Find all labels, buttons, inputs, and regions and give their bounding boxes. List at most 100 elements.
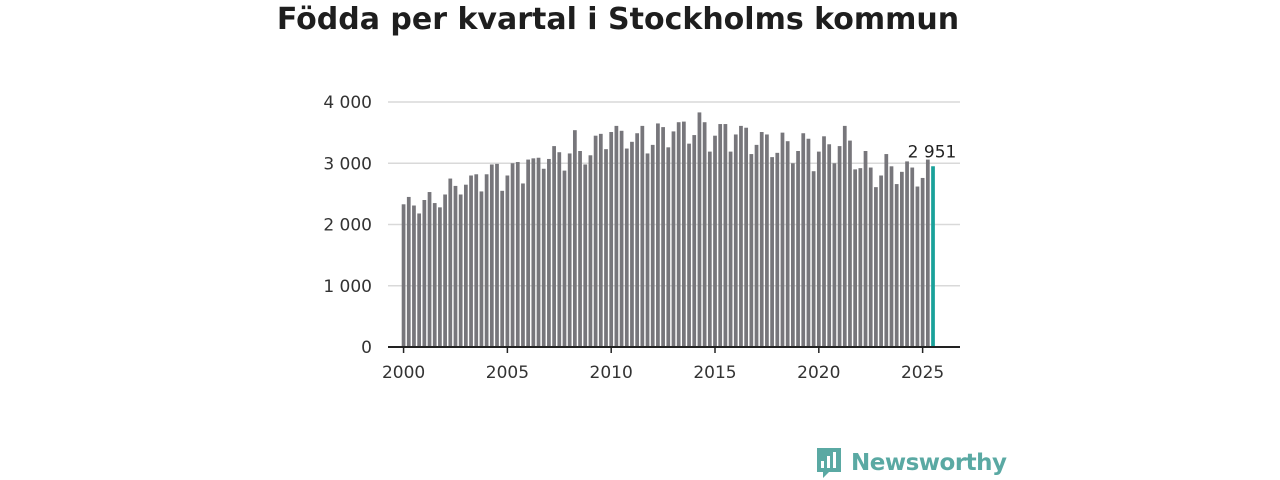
- bar: [422, 200, 427, 347]
- y-axis-labels: 0 1 000 2 000 3 000 4 000: [323, 93, 372, 358]
- bar: [707, 151, 712, 347]
- bar: [832, 163, 837, 347]
- bar: [697, 112, 702, 347]
- bar: [484, 174, 489, 347]
- bar: [469, 175, 473, 347]
- bar: [552, 146, 556, 347]
- bar: [723, 124, 728, 347]
- bar: [842, 125, 847, 347]
- bar: [666, 147, 671, 347]
- bar: [536, 157, 541, 347]
- bar: [765, 134, 769, 347]
- bar: [676, 122, 681, 348]
- bar: [785, 141, 790, 347]
- bar: [521, 183, 525, 347]
- bar: [567, 153, 572, 347]
- bar: [889, 166, 894, 347]
- bar-highlight: [931, 166, 935, 347]
- chart-title: Födda per kvartal i Stockholms kommun: [276, 2, 960, 37]
- bar: [661, 127, 665, 347]
- bar: [635, 133, 640, 347]
- bar: [713, 135, 717, 347]
- bar: [432, 203, 437, 347]
- bar: [827, 144, 832, 347]
- bar: [640, 125, 645, 347]
- bar: [609, 132, 614, 347]
- bar: [806, 138, 811, 347]
- bar: [541, 168, 546, 347]
- y-tick-label: 0: [361, 338, 372, 358]
- bar: [879, 175, 883, 347]
- bar: [619, 130, 624, 347]
- bar: [744, 127, 749, 347]
- bar: [796, 151, 800, 347]
- bar: [759, 132, 764, 347]
- bar: [733, 134, 738, 347]
- bar: [822, 136, 826, 347]
- bar: [863, 151, 868, 347]
- bar: [656, 123, 660, 347]
- bar: [754, 144, 759, 348]
- y-tick-label: 4 000: [323, 93, 372, 113]
- bar: [438, 207, 442, 347]
- bar: [894, 184, 899, 347]
- bar: [547, 158, 551, 347]
- bar: [687, 143, 691, 347]
- bar: [650, 144, 655, 348]
- bar: [474, 174, 479, 347]
- bar: [588, 155, 593, 347]
- bar: [874, 187, 878, 347]
- bar: [604, 149, 608, 347]
- bar: [515, 162, 520, 347]
- bar: [728, 151, 733, 347]
- y-tick-label: 3 000: [323, 154, 372, 174]
- bar: [920, 177, 925, 347]
- bar: [401, 204, 406, 347]
- bar: [811, 171, 816, 347]
- bar: [801, 133, 806, 347]
- bar: [868, 167, 873, 347]
- bar: [495, 163, 499, 347]
- bar: [739, 125, 743, 347]
- brand-name: Newsworthy: [851, 450, 1007, 476]
- bar: [910, 167, 915, 347]
- bar: [463, 184, 468, 347]
- bar: [427, 192, 432, 347]
- x-tick-label: 2015: [693, 363, 736, 383]
- bar: [791, 163, 795, 347]
- bar: [479, 191, 484, 347]
- bar: [557, 152, 562, 347]
- bar: [780, 132, 785, 348]
- bar: [884, 154, 889, 347]
- bar: [681, 121, 686, 347]
- bar: [510, 163, 515, 347]
- bar: [526, 159, 531, 347]
- bar: [900, 171, 904, 347]
- bar: [453, 185, 458, 347]
- bar: [630, 141, 634, 347]
- bar: [598, 133, 603, 347]
- bar: [837, 146, 842, 347]
- bar: [578, 151, 582, 347]
- bar: [500, 190, 505, 347]
- bar: [718, 124, 723, 347]
- x-tick-label: 2010: [590, 363, 633, 383]
- bar: [505, 175, 510, 347]
- y-tick-label: 2 000: [323, 216, 372, 236]
- bar: [443, 194, 447, 347]
- bar: [562, 170, 567, 347]
- bar: [593, 135, 598, 347]
- bar-chart-speech-bubble-icon: [817, 448, 841, 478]
- x-tick-label: 2000: [382, 363, 425, 383]
- bar: [858, 168, 863, 347]
- highlight-data-label: 2 951: [908, 142, 957, 162]
- bar: [905, 161, 909, 347]
- bar: [624, 148, 629, 347]
- bar: [583, 164, 588, 347]
- bar: [816, 151, 821, 347]
- bar: [572, 130, 577, 347]
- bar: [614, 125, 619, 347]
- newsworthy-logo: Newsworthy: [815, 446, 1007, 480]
- bar: [702, 122, 707, 348]
